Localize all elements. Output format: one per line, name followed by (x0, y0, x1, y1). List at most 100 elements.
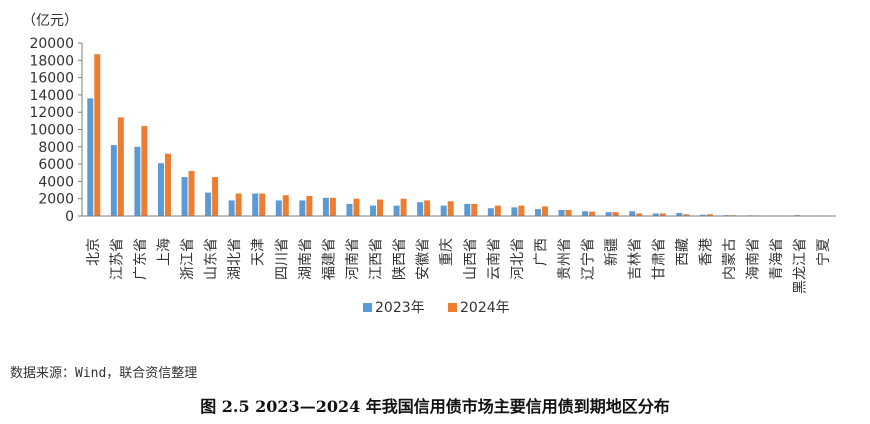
x-category-label: 贵州省 (557, 238, 573, 280)
x-category-label: 河南省 (345, 238, 361, 280)
bar-2024 (541, 206, 548, 216)
bar-2023 (110, 145, 117, 216)
bar-2024 (518, 205, 525, 216)
x-category-label: 香港 (698, 238, 714, 266)
bar-2023 (370, 205, 377, 216)
x-category-label: 青海省 (769, 238, 785, 280)
bar-2024 (329, 197, 336, 216)
x-category-label: 辽宁省 (580, 238, 597, 280)
legend-label: 2023年 (375, 300, 425, 316)
y-tick-label: 14000 (29, 88, 74, 104)
bar-2024 (706, 214, 713, 216)
bar-2023 (534, 209, 541, 216)
bar-2023 (322, 197, 329, 216)
x-category-label: 西藏 (675, 238, 691, 266)
x-category-label: 福建省 (321, 238, 337, 280)
y-tick-label: 16000 (29, 71, 74, 87)
x-category-label: 新疆 (604, 238, 620, 266)
x-category-label: 黑龙江省 (793, 238, 809, 294)
bar-2023 (676, 212, 683, 216)
bar-2023 (652, 213, 659, 216)
x-category-label: 陕西省 (392, 238, 408, 280)
x-category-label: 湖北省 (227, 238, 243, 280)
x-category-label: 广西 (533, 238, 549, 266)
x-category-label: 北京 (86, 238, 102, 266)
bar-2024 (400, 198, 407, 216)
bar-2023 (487, 208, 494, 216)
y-tick-label: 4000 (38, 174, 74, 190)
bar-2023 (582, 211, 589, 216)
bar-2024 (447, 201, 454, 216)
bar-2024 (494, 205, 501, 216)
bar-2023 (699, 214, 706, 216)
bar-2023 (393, 205, 400, 216)
bar-2023 (275, 200, 282, 216)
y-tick-label: 20000 (29, 36, 74, 52)
y-tick-label: 2000 (38, 192, 74, 208)
bar-2024 (235, 193, 242, 216)
bar-2023 (511, 207, 518, 216)
bar-2023 (440, 205, 447, 216)
bar-2024 (424, 200, 431, 216)
x-category-label: 江西省 (369, 238, 385, 280)
bar-2023 (346, 203, 353, 216)
bar-2023 (299, 200, 306, 216)
x-category-label: 内蒙古 (722, 238, 738, 280)
y-tick-label: 18000 (29, 53, 74, 69)
x-category-label: 江苏省 (109, 238, 125, 280)
bar-2023 (205, 192, 212, 216)
bar-2024 (94, 54, 101, 217)
y-tick-label: 10000 (29, 123, 74, 139)
x-category-label: 浙江省 (180, 238, 196, 280)
y-tick-label: 8000 (38, 140, 74, 156)
bar-2024 (117, 117, 124, 216)
bar-2024 (377, 199, 384, 216)
legend-label: 2024年 (460, 300, 510, 316)
bar-2023 (558, 209, 565, 216)
bar-2024 (683, 214, 690, 216)
x-category-label: 四川省 (274, 238, 290, 280)
bar-2024 (306, 196, 313, 216)
x-category-label: 宁夏 (815, 238, 832, 266)
legend-swatch (363, 303, 372, 312)
y-tick-label: 12000 (29, 105, 74, 121)
bar-2024 (471, 203, 478, 216)
x-category-label: 湖南省 (298, 238, 314, 280)
bar-2023 (252, 193, 259, 216)
legend-swatch (448, 303, 457, 312)
bar-2024 (141, 126, 148, 216)
bar-2024 (636, 213, 643, 216)
x-category-label: 重庆 (439, 238, 455, 266)
bar-2023 (228, 200, 235, 216)
bar-2023 (605, 212, 612, 216)
data-source-note: 数据来源：Wind，联合资信整理 (10, 366, 198, 381)
bar-2023 (417, 202, 424, 216)
x-category-label: 河北省 (510, 238, 526, 280)
y-tick-label: 0 (65, 209, 74, 225)
x-category-label: 上海 (156, 238, 172, 266)
y-tick-label: 6000 (38, 157, 74, 173)
bar-2023 (629, 211, 636, 216)
bar-2024 (259, 193, 266, 216)
bar-2024 (565, 209, 572, 216)
bar-2023 (87, 98, 94, 216)
bar-2023 (464, 203, 471, 216)
x-category-label: 甘肃省 (651, 238, 667, 280)
bar-2023 (157, 163, 164, 216)
x-category-label: 广东省 (133, 238, 149, 280)
bar-2023 (181, 177, 188, 216)
x-category-label: 山西省 (463, 238, 479, 280)
figure-caption: 图 2.5 2023—2024 年我国信用债市场主要信用债到期地区分布 (200, 397, 670, 416)
x-category-label: 安徽省 (416, 238, 432, 280)
bar-2024 (659, 213, 666, 216)
x-category-label: 吉林省 (628, 238, 644, 280)
x-category-label: 海南省 (746, 238, 762, 280)
x-category-label: 山东省 (204, 238, 220, 280)
x-category-label: 天津 (251, 238, 267, 266)
bar-2024 (164, 153, 171, 216)
bar-2024 (188, 171, 195, 216)
x-category-label: 云南省 (486, 238, 502, 280)
unit-label: （亿元） (22, 13, 78, 29)
bar-2023 (134, 146, 141, 216)
